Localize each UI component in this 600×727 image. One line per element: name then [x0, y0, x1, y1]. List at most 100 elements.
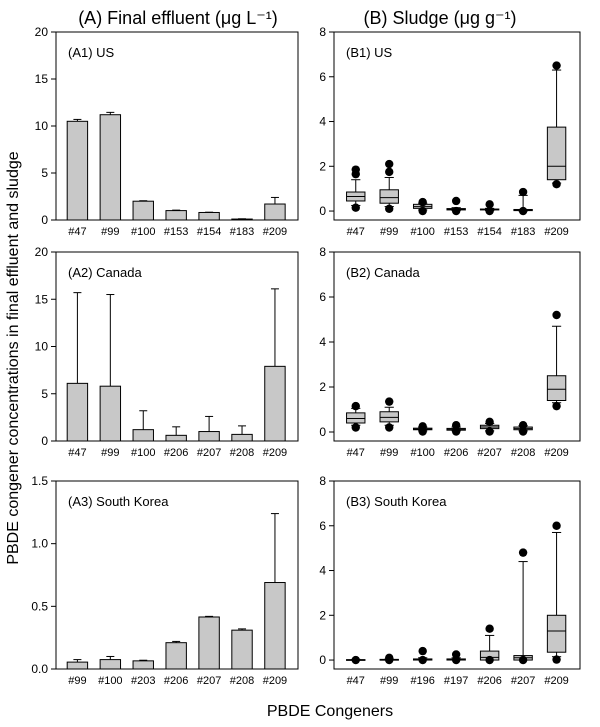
- x-axis-label: PBDE Congeners: [267, 703, 393, 720]
- x-tick-label: #208: [230, 447, 254, 459]
- column-title-b: (B) Sludge (μg g⁻¹): [364, 8, 517, 28]
- x-tick-label: #206: [164, 447, 188, 459]
- outlier-point: [552, 179, 561, 189]
- x-tick-label: #209: [263, 226, 287, 238]
- panel-title: (B2) Canada: [346, 265, 420, 280]
- outlier-point: [552, 310, 561, 320]
- outlier-point: [518, 427, 528, 436]
- panel-b3: (B3) South Korea 0 2 4 6 8 #47 #99 #196 #197 #206 #…: [319, 474, 581, 687]
- outlier-point: [518, 655, 528, 665]
- outlier-point: [485, 206, 494, 216]
- x-tick-label: #206: [164, 675, 188, 687]
- outlier-point: [552, 401, 561, 411]
- outlier-point: [418, 206, 427, 216]
- x-tick-label: #208: [230, 675, 254, 687]
- x-tick-label: #100: [131, 226, 155, 238]
- outlier-point: [385, 423, 394, 432]
- x-tick-label: #197: [444, 675, 468, 687]
- panel-a3: (A3) South Korea 0.0 0.5 1.0 1.5 #99 #100 #203 #…: [31, 474, 299, 687]
- y-tick-label: 0: [41, 434, 48, 448]
- outlier-point: [485, 200, 494, 209]
- bar: [264, 582, 286, 670]
- outlier-point: [518, 421, 528, 430]
- x-tick-label: #208: [511, 447, 535, 459]
- bar: [99, 114, 122, 221]
- x-tick-label: #100: [410, 447, 434, 459]
- bar: [198, 211, 220, 221]
- x-tick-label: #207: [511, 675, 535, 687]
- outlier-point: [518, 206, 528, 216]
- bar: [132, 200, 154, 221]
- y-tick-label: 15: [35, 72, 49, 86]
- y-tick-label: 0: [319, 653, 326, 667]
- x-tick-label: #99: [101, 226, 119, 238]
- bar: [231, 433, 253, 442]
- outlier-point: [385, 397, 394, 406]
- y-tick-label: 10: [35, 340, 49, 354]
- x-tick-label: #209: [544, 226, 568, 238]
- x-tick-label: #209: [544, 675, 568, 687]
- y-tick-label: 0.5: [31, 599, 48, 613]
- panel-title: (A2) Canada: [68, 265, 142, 280]
- outlier-point: [418, 422, 427, 431]
- outlier-point: [451, 650, 461, 659]
- outlier-point: [485, 417, 494, 427]
- x-tick-label: #47: [347, 447, 365, 459]
- y-tick-label: 10: [35, 119, 49, 133]
- y-tick-label: 20: [35, 245, 49, 259]
- y-tick-label: 1.5: [31, 474, 48, 488]
- outlier-point: [385, 159, 394, 169]
- outlier-point: [451, 206, 461, 216]
- panel-a2: (A2) Canada 0 5 10 15 20 #47 #99 #100 #206 #207 #20…: [35, 245, 299, 459]
- x-tick-label: #100: [131, 447, 155, 459]
- outlier-point: [451, 421, 461, 430]
- bar: [66, 382, 89, 442]
- bar: [198, 431, 220, 442]
- box: [379, 189, 399, 204]
- x-tick-label: #203: [131, 675, 155, 687]
- x-tick-label: #153: [444, 226, 468, 238]
- bar: [99, 659, 122, 670]
- bar: [165, 434, 187, 442]
- x-tick-label: #47: [347, 226, 365, 238]
- y-tick-label: 8: [319, 245, 326, 259]
- column-title-a: (A) Final effluent (μg L⁻¹): [78, 8, 278, 28]
- panel-b1: (B1) US 0 2 4 6 8 #47 #99 #100 #153 #154 #183 #209: [319, 25, 581, 238]
- outlier-point: [351, 423, 360, 432]
- y-tick-label: 5: [41, 387, 48, 401]
- x-tick-label: #207: [197, 675, 221, 687]
- y-tick-label: 6: [319, 290, 326, 304]
- x-tick-label: #99: [380, 226, 398, 238]
- plot-frame: [55, 251, 299, 442]
- outlier-point: [385, 653, 394, 663]
- y-tick-label: 2: [319, 380, 326, 394]
- y-tick-label: 20: [35, 25, 49, 39]
- outlier-point: [351, 401, 360, 411]
- bar: [132, 660, 154, 670]
- y-tick-label: 0: [319, 204, 326, 218]
- outlier-point: [552, 655, 561, 664]
- outlier-point: [485, 427, 494, 436]
- y-tick-label: 8: [319, 25, 326, 39]
- y-tick-label: 0.0: [31, 662, 48, 676]
- y-tick-label: 4: [319, 115, 326, 129]
- outlier-point: [385, 204, 394, 214]
- x-tick-label: #100: [410, 226, 434, 238]
- outlier-point: [451, 427, 461, 436]
- outlier-point: [552, 521, 561, 530]
- bar: [165, 210, 187, 221]
- outlier-point: [351, 165, 360, 174]
- outlier-point: [552, 61, 561, 70]
- x-tick-label: #206: [444, 447, 468, 459]
- x-tick-label: #183: [230, 226, 254, 238]
- bar: [264, 365, 286, 442]
- x-tick-label: #100: [98, 675, 122, 687]
- outlier-point: [485, 655, 494, 665]
- y-tick-label: 0: [319, 425, 326, 439]
- x-tick-label: #209: [263, 675, 287, 687]
- plot-frame: [333, 31, 581, 221]
- y-tick-label: 6: [319, 519, 326, 533]
- x-tick-label: #47: [68, 226, 86, 238]
- panel-title: (A1) US: [68, 45, 115, 60]
